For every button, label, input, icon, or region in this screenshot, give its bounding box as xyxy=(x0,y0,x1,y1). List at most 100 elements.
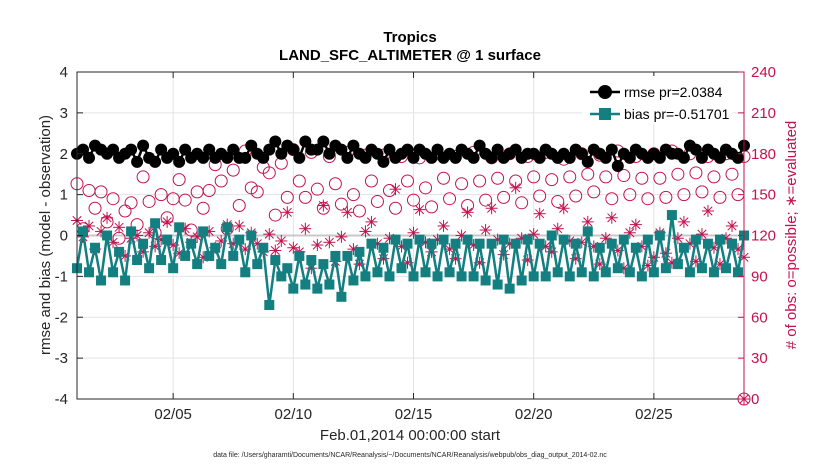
right-tick-label: 150 xyxy=(751,187,776,204)
series-open-circle xyxy=(70,143,751,245)
obs-possible-point xyxy=(292,174,306,188)
rmse-point xyxy=(677,151,690,164)
bias-point xyxy=(636,271,647,282)
obs-evaluated-point xyxy=(605,211,618,224)
right-tick-label: 240 xyxy=(751,64,776,81)
right-tick-label: 180 xyxy=(751,146,776,163)
obs-evaluated-point xyxy=(269,244,282,257)
bias-point xyxy=(624,267,635,278)
bias-point xyxy=(372,267,383,278)
bias-point xyxy=(534,238,545,249)
bias-point xyxy=(720,263,731,274)
bias-point xyxy=(318,259,329,270)
bias-point xyxy=(600,267,611,278)
bias-point xyxy=(642,234,653,245)
right-tick-label: 0 xyxy=(751,391,759,408)
bias-point xyxy=(246,230,257,241)
obs-evaluated-point xyxy=(281,206,294,219)
obs-possible-point xyxy=(713,190,727,204)
series-rmse xyxy=(71,135,750,173)
legend-label: bias pr=-0.51701 xyxy=(624,106,730,122)
bias-line xyxy=(75,214,746,306)
bias-point xyxy=(198,226,209,237)
bias-point xyxy=(432,271,443,282)
obs-evaluated-point xyxy=(341,206,354,219)
bias-point xyxy=(114,246,125,257)
chart-title: Tropics xyxy=(383,29,436,46)
obs-evaluated-point xyxy=(365,215,378,228)
y-axis-label-right: # of obs: o=possible; ∗=evaluated xyxy=(783,121,800,350)
rmse-point xyxy=(293,151,306,164)
obs-possible-point xyxy=(268,208,282,222)
obs-possible-point xyxy=(437,171,451,185)
bias-point xyxy=(408,271,419,282)
obs-possible-point xyxy=(172,173,186,187)
rmse-point xyxy=(377,155,390,168)
rmse-point xyxy=(581,155,594,168)
bias-point xyxy=(576,267,587,278)
left-tick-label: -1 xyxy=(55,268,68,285)
bias-point xyxy=(84,267,95,278)
obs-possible-point xyxy=(310,182,324,196)
bias-point xyxy=(192,259,203,270)
bias-point xyxy=(366,238,377,249)
rmse-point xyxy=(269,135,282,148)
bias-point xyxy=(78,226,89,237)
left-tick-label: 3 xyxy=(60,105,68,122)
bias-point xyxy=(96,275,107,286)
rmse-point xyxy=(131,155,144,168)
obs-evaluated-point xyxy=(485,202,498,215)
bias-point xyxy=(666,210,677,221)
obs-possible-point xyxy=(569,189,583,203)
bias-point xyxy=(132,255,143,266)
bias-point xyxy=(402,238,413,249)
left-tick-label: 2 xyxy=(60,146,68,163)
bias-point xyxy=(126,226,137,237)
x-axis-ticks: 02/05 02/10 02/15 02/20 02/25 xyxy=(154,72,673,423)
rmse-point xyxy=(341,151,354,164)
bias-point xyxy=(210,242,221,253)
obs-possible-point xyxy=(419,181,433,195)
obs-possible-point xyxy=(533,189,547,203)
obs-possible-point xyxy=(695,185,709,199)
bias-point xyxy=(258,242,269,253)
obs-evaluated-point xyxy=(725,219,738,232)
x-tick-label: 02/20 xyxy=(515,406,553,423)
chart-subtitle: LAND_SFC_ALTIMETER @ 1 surface xyxy=(279,47,541,64)
bias-point xyxy=(498,234,509,245)
obs-possible-point xyxy=(250,185,264,199)
bias-point xyxy=(222,222,233,233)
bias-point xyxy=(594,242,605,253)
obs-possible-point xyxy=(479,193,493,207)
obs-evaluated-point xyxy=(389,183,402,196)
rmse-point xyxy=(731,151,744,164)
obs-possible-point xyxy=(364,174,378,188)
obs-evaluated-point xyxy=(413,203,426,216)
bias-point xyxy=(240,267,251,278)
obs-evaluated-point xyxy=(323,236,336,249)
series-layer xyxy=(70,135,751,406)
obs-possible-point xyxy=(370,194,384,208)
bias-point xyxy=(444,267,455,278)
bias-point xyxy=(486,238,497,249)
bias-point xyxy=(492,279,503,290)
bias-point xyxy=(390,234,401,245)
obs-possible-point xyxy=(545,173,559,187)
obs-evaluated-point xyxy=(359,225,372,238)
obs-possible-point xyxy=(196,201,210,215)
bias-point xyxy=(396,263,407,274)
obs-evaluated-point xyxy=(701,204,714,217)
obs-evaluated-point xyxy=(233,219,246,232)
obs-possible-point xyxy=(328,177,342,191)
bias-point xyxy=(618,234,629,245)
bias-point xyxy=(270,255,281,266)
bias-point xyxy=(378,242,389,253)
bias-point xyxy=(108,267,119,278)
bias-point xyxy=(672,259,683,270)
bias-point xyxy=(726,238,737,249)
bias-point xyxy=(690,234,701,245)
obs-possible-point xyxy=(491,171,505,185)
bias-point xyxy=(456,271,467,282)
rmse-point xyxy=(467,151,480,164)
x-tick-label: 02/15 xyxy=(395,406,433,423)
